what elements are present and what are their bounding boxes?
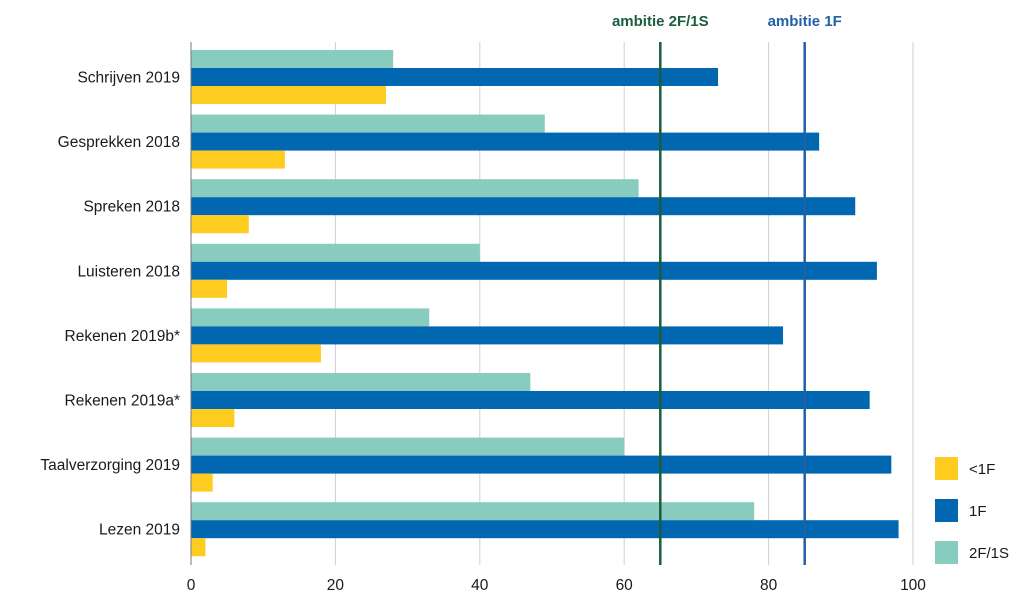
category-label-gesprekken-2018: Gesprekken 2018 xyxy=(58,134,180,151)
category-label-lezen-2019: Lezen 2019 xyxy=(99,522,180,539)
bar-schrijven-2019-2f-1s xyxy=(191,50,394,68)
category-label-spreken-2018: Spreken 2018 xyxy=(83,199,180,216)
reference-label-ambitie-2f-1s: ambitie 2F/1S xyxy=(612,13,709,30)
legend-swatch-1f xyxy=(935,499,958,522)
bar-rekenen-2019a-1f xyxy=(191,391,870,409)
category-labels: Schrijven 2019 Gesprekken 2018 Spreken 201… xyxy=(40,70,180,539)
legend-label-1f: 1F xyxy=(969,503,987,520)
reference-lines: ambitie 2F/1S ambitie 1F xyxy=(612,13,842,565)
bar-taalverzorging-2019-2f-1s xyxy=(191,437,625,456)
reference-label-ambitie-1f: ambitie 1F xyxy=(768,13,842,30)
bar-luisteren-2018-1f xyxy=(191,279,228,298)
bar-rekenen-2019b-2f-1s xyxy=(191,308,430,327)
x-tick-20: 20 xyxy=(327,577,345,594)
bar-lezen-2019-2f-1s xyxy=(191,502,755,521)
legend: <1F 1F 2F/1S xyxy=(935,457,1009,564)
category-label-schrijven-2019: Schrijven 2019 xyxy=(77,70,180,87)
bar-gesprekken-2018-2f-1s xyxy=(191,114,545,133)
bar-taalverzorging-2019-1f xyxy=(191,455,892,474)
bar-lezen-2019-1f xyxy=(191,538,206,557)
legend-label-2f-1s: 2F/1S xyxy=(969,545,1009,562)
bars xyxy=(191,50,899,557)
bar-spreken-2018-1f xyxy=(191,215,249,234)
bar-rekenen-2019b-1f xyxy=(191,344,321,363)
x-tick-80: 80 xyxy=(760,577,778,594)
legend-swatch-1f xyxy=(935,457,958,480)
category-label-taalverzorging-2019: Taalverzorging 2019 xyxy=(40,457,180,474)
bar-gesprekken-2018-1f xyxy=(191,150,285,169)
x-tick-60: 60 xyxy=(616,577,634,594)
bar-spreken-2018-2f-1s xyxy=(191,179,639,198)
bar-rekenen-2019a-2f-1s xyxy=(191,373,531,391)
legend-swatch-2f-1s xyxy=(935,541,958,564)
bar-taalverzorging-2019-1f xyxy=(191,473,213,492)
category-label-luisteren-2018: Luisteren 2018 xyxy=(77,263,180,280)
x-tick-100: 100 xyxy=(900,577,926,594)
bar-rekenen-2019b-1f xyxy=(191,326,784,345)
bar-gesprekken-2018-1f xyxy=(191,132,820,151)
x-tick-labels: 0 20 40 60 80 100 xyxy=(187,577,927,594)
bar-schrijven-2019-1f xyxy=(191,86,386,104)
x-tick-0: 0 xyxy=(187,577,196,594)
category-label-rekenen-2019b: Rekenen 2019b* xyxy=(65,328,181,345)
bar-luisteren-2018-2f-1s xyxy=(191,243,480,262)
x-tick-40: 40 xyxy=(471,577,489,594)
bar-schrijven-2019-1f xyxy=(191,68,719,86)
bar-lezen-2019-1f xyxy=(191,520,899,539)
legend-label-1f: <1F xyxy=(969,461,995,478)
bar-rekenen-2019a-1f xyxy=(191,409,235,427)
category-label-rekenen-2019a: Rekenen 2019a* xyxy=(65,393,181,410)
bar-luisteren-2018-1f xyxy=(191,261,877,280)
bar-spreken-2018-1f xyxy=(191,197,856,216)
